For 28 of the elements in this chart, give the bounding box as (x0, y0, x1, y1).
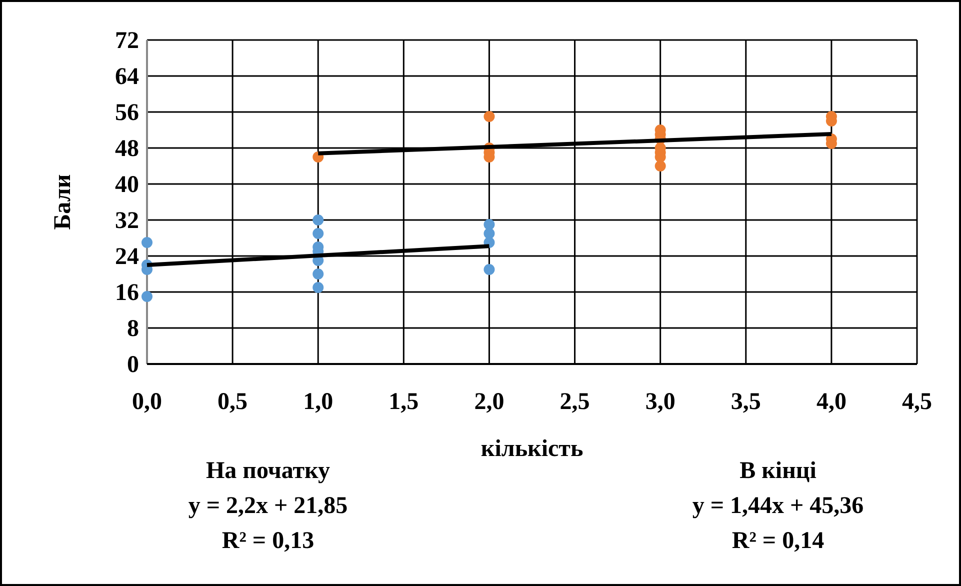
x-tick-label: 1,0 (303, 389, 334, 415)
y-tick-label: 48 (115, 136, 139, 162)
y-tick-label: 56 (115, 100, 139, 126)
y-axis-title: Бали (50, 174, 76, 230)
text: y = 1,44x + 45,36 (692, 493, 864, 519)
x-tick-label: 0,0 (132, 389, 162, 415)
y-tick-label: 40 (115, 172, 139, 198)
text: В кінці (740, 458, 817, 484)
y-tick-label: 32 (115, 208, 139, 234)
y-tick-label: 0 (127, 352, 139, 378)
x-tick-label: 4,0 (816, 389, 846, 415)
x-tick-label: 2,5 (560, 389, 590, 415)
x-tick-label: 2,0 (474, 389, 504, 415)
text: R² = 0,13 (222, 528, 314, 554)
y-tick-label: 8 (127, 316, 139, 342)
text: На початку (206, 458, 330, 484)
x-tick-label: 0,5 (218, 389, 248, 415)
y-tick-label: 24 (115, 244, 139, 270)
y-tick-label: 64 (115, 64, 139, 90)
x-tick-label: 4,5 (902, 389, 932, 415)
x-tick-label: 3,5 (730, 389, 761, 415)
y-tick-label: 16 (115, 280, 139, 306)
text: y = 2,2x + 21,85 (188, 493, 348, 519)
x-tick-label: 1,5 (388, 389, 419, 415)
y-tick-label: 72 (115, 28, 139, 54)
x-tick-label: 3,0 (645, 389, 676, 415)
text: R² = 0,14 (732, 528, 824, 554)
x-axis-title: кількість (480, 436, 584, 462)
